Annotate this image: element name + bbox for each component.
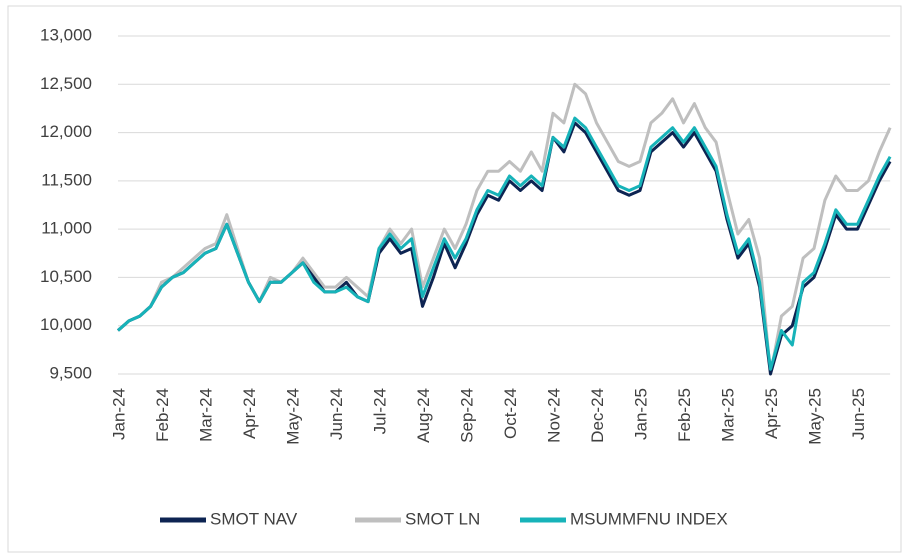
series-line — [117, 116, 892, 371]
x-tick-label: May-25 — [805, 388, 824, 445]
x-tick-label: Oct-24 — [501, 388, 520, 439]
x-tick-label: Nov-24 — [544, 388, 563, 443]
x-tick-label: Sep-24 — [457, 388, 476, 443]
x-tick-label: Jun-25 — [849, 388, 868, 440]
chart-frame — [7, 5, 902, 553]
x-tick-label: Mar-25 — [718, 388, 737, 442]
x-tick-label: Aug-24 — [414, 388, 433, 443]
x-tick-label: Feb-24 — [153, 388, 172, 442]
legend-label: MSUMMFNU INDEX — [570, 509, 728, 528]
x-tick-label: Apr-25 — [762, 388, 781, 439]
x-tick-label: Jan-24 — [109, 388, 128, 440]
y-tick-label: 12,500 — [40, 74, 92, 93]
y-tick-label: 12,000 — [40, 122, 92, 141]
y-tick-label: 11,000 — [41, 219, 92, 238]
y-tick-label: 13,000 — [40, 25, 92, 44]
x-tick-label: Feb-25 — [675, 388, 694, 442]
y-tick-label: 9,500 — [49, 363, 92, 382]
x-tick-label: Jan-25 — [631, 388, 650, 440]
legend-label: SMOT LN — [405, 509, 480, 528]
x-tick-label: May-24 — [283, 388, 302, 445]
x-tick-label: Mar-24 — [196, 388, 215, 442]
x-tick-label: Jul-24 — [370, 388, 389, 434]
y-tick-label: 10,500 — [40, 267, 92, 286]
x-tick-label: Dec-24 — [588, 388, 607, 443]
legend-label: SMOT NAV — [210, 509, 298, 528]
x-tick-label: Apr-24 — [240, 388, 259, 439]
y-tick-label: 11,500 — [41, 170, 92, 189]
y-tick-label: 10,000 — [40, 315, 92, 334]
x-tick-label: Jun-24 — [327, 388, 346, 440]
